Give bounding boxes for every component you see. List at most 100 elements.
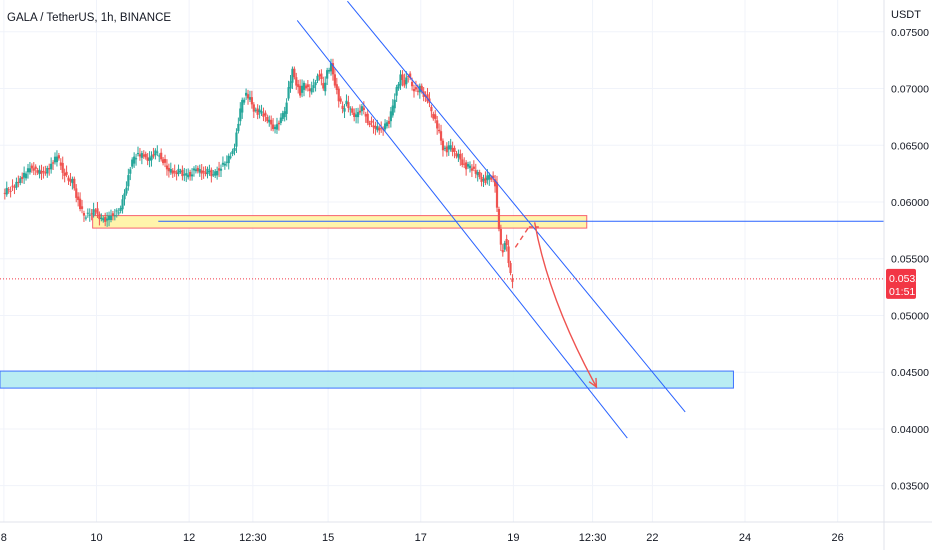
candle-body bbox=[82, 212, 86, 216]
candle-body bbox=[235, 132, 238, 147]
candle-body bbox=[21, 176, 24, 179]
candle-body bbox=[451, 147, 454, 152]
candle-body bbox=[403, 80, 406, 86]
candle-body bbox=[441, 140, 445, 151]
candle-body bbox=[318, 74, 321, 77]
candle-body bbox=[206, 168, 209, 175]
candle-body bbox=[343, 108, 346, 112]
candle-body bbox=[131, 159, 134, 167]
candle-body bbox=[326, 70, 329, 79]
time-tick-label: 17 bbox=[415, 532, 427, 544]
candle-body bbox=[472, 166, 475, 169]
candle-body bbox=[463, 163, 466, 165]
candle-body bbox=[333, 74, 336, 86]
candle-body bbox=[44, 172, 47, 174]
candle-body bbox=[295, 77, 298, 86]
candle-body bbox=[459, 153, 462, 160]
candle-body bbox=[356, 112, 360, 118]
candle-body bbox=[335, 84, 338, 90]
candle-body bbox=[380, 127, 383, 129]
candle-body bbox=[123, 193, 126, 200]
candle-body bbox=[150, 155, 153, 161]
candle-body bbox=[177, 168, 180, 175]
last-price-countdown: 01:51 bbox=[889, 286, 915, 298]
candle-body bbox=[7, 189, 10, 191]
candle-body bbox=[129, 169, 132, 174]
candle-body bbox=[264, 112, 267, 116]
candle-body bbox=[248, 97, 252, 100]
candle-body bbox=[57, 155, 60, 159]
candle-body bbox=[511, 278, 514, 282]
projection-arrow bbox=[533, 222, 598, 388]
candle-body bbox=[490, 177, 493, 180]
candle-body bbox=[136, 152, 140, 155]
candle-body bbox=[488, 174, 491, 180]
candle-body bbox=[111, 213, 115, 217]
candle-body bbox=[351, 108, 354, 113]
candle-body bbox=[231, 150, 234, 154]
candle-body bbox=[410, 81, 414, 87]
candle-body bbox=[360, 106, 363, 112]
candle-body bbox=[457, 153, 460, 158]
candle-body bbox=[412, 88, 416, 92]
candle-body bbox=[493, 179, 497, 187]
candle-body bbox=[15, 181, 18, 188]
candle-body bbox=[449, 145, 452, 150]
candle-body bbox=[216, 170, 219, 176]
candle-body bbox=[30, 165, 33, 169]
candle-body bbox=[233, 147, 236, 151]
candle-body bbox=[107, 215, 111, 220]
time-tick-label: 15 bbox=[322, 532, 334, 544]
candle-body bbox=[142, 154, 145, 157]
candle-body bbox=[501, 250, 504, 253]
candle-body bbox=[96, 208, 99, 214]
candle-body bbox=[385, 122, 389, 127]
candle-body bbox=[345, 100, 348, 105]
candle-body bbox=[9, 190, 12, 192]
candle-body bbox=[102, 218, 105, 221]
candle-body bbox=[453, 147, 456, 152]
candle-body bbox=[239, 108, 242, 122]
candle-body bbox=[198, 169, 201, 173]
candle-body bbox=[492, 175, 495, 178]
price-tick-label: 0.04000 bbox=[891, 424, 929, 436]
candle-body bbox=[266, 116, 269, 122]
candle-body bbox=[208, 171, 211, 173]
candle-body bbox=[187, 174, 190, 178]
candle-body bbox=[127, 175, 130, 187]
candle-body bbox=[397, 84, 400, 89]
candle-body bbox=[190, 174, 194, 177]
candle-body bbox=[438, 129, 441, 132]
candle-body bbox=[173, 170, 176, 173]
candle-body bbox=[221, 162, 225, 165]
candle-body bbox=[293, 68, 296, 78]
candle-body bbox=[409, 73, 412, 78]
candle-body bbox=[210, 169, 213, 177]
time-tick-label: 26 bbox=[832, 532, 844, 544]
candle-body bbox=[121, 199, 124, 210]
candle-body bbox=[482, 179, 485, 181]
candle-body bbox=[405, 77, 408, 85]
candle-body bbox=[117, 212, 120, 214]
candle-body bbox=[366, 113, 369, 124]
last-price-value: 0.05323 bbox=[889, 273, 927, 285]
candle-body bbox=[484, 177, 487, 183]
candle-body bbox=[202, 170, 205, 173]
projection bbox=[514, 222, 598, 389]
candle-body bbox=[465, 162, 468, 170]
candle-body bbox=[48, 168, 51, 170]
candle-body bbox=[175, 172, 178, 175]
candle-body bbox=[79, 198, 82, 210]
price-tick-label: 0.07500 bbox=[891, 27, 929, 39]
candle-body bbox=[67, 177, 70, 181]
candle-body bbox=[225, 161, 228, 163]
candle-body bbox=[160, 152, 163, 160]
candle-body bbox=[55, 156, 59, 163]
candle-body bbox=[279, 117, 282, 123]
candle-body bbox=[347, 102, 350, 109]
candle-body bbox=[383, 123, 387, 130]
candle-body bbox=[364, 114, 367, 117]
candle-body bbox=[302, 82, 306, 90]
time-tick-label: 12:30 bbox=[239, 532, 267, 544]
